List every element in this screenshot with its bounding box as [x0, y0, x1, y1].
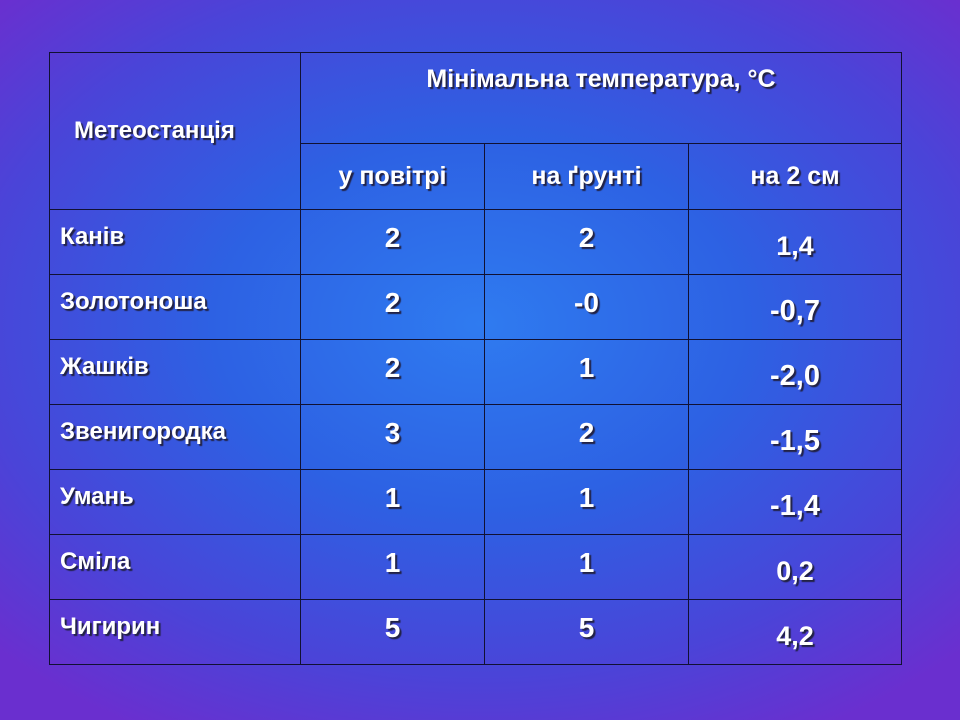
depth-2cm-temp-value: 1,4 — [688, 209, 902, 275]
ground-temp-value: 1 — [484, 534, 689, 600]
ground-temp-value: 2 — [484, 209, 689, 275]
table-row: Жашків 2 1 -2,0 — [49, 339, 902, 405]
station-name: Чигирин — [49, 599, 301, 665]
ground-temp-value: 1 — [484, 339, 689, 405]
ground-temp-value: 1 — [484, 469, 689, 535]
station-name: Звенигородка — [49, 404, 301, 470]
depth-2cm-temp-value: 0,2 — [688, 534, 902, 600]
ground-temp-value: 2 — [484, 404, 689, 470]
table-row: Сміла 1 1 0,2 — [49, 534, 902, 600]
ground-column-header: на ґрунті — [484, 143, 689, 210]
min-temperature-header: Мінімальна температура, °С — [300, 52, 902, 144]
station-name: Сміла — [49, 534, 301, 600]
table-row: Золотоноша 2 -0 -0,7 — [49, 274, 902, 340]
table-row: Звенигородка 3 2 -1,5 — [49, 404, 902, 470]
station-column-header: Метеостанція — [49, 52, 301, 210]
table-row: Канів 2 2 1,4 — [49, 209, 902, 275]
air-temp-value: 1 — [300, 534, 485, 600]
depth-2cm-column-header: на 2 см — [688, 143, 902, 210]
air-temp-value: 2 — [300, 209, 485, 275]
air-temp-value: 1 — [300, 469, 485, 535]
air-temp-value: 2 — [300, 339, 485, 405]
air-temp-value: 5 — [300, 599, 485, 665]
depth-2cm-temp-value: 4,2 — [688, 599, 902, 665]
air-column-header: у повітрі — [300, 143, 485, 210]
depth-2cm-temp-value: -1,5 — [688, 404, 902, 470]
station-name: Жашків — [49, 339, 301, 405]
depth-2cm-temp-value: -2,0 — [688, 339, 902, 405]
depth-2cm-temp-value: -0,7 — [688, 274, 902, 340]
ground-temp-value: -0 — [484, 274, 689, 340]
depth-2cm-temp-value: -1,4 — [688, 469, 902, 535]
ground-temp-value: 5 — [484, 599, 689, 665]
station-name: Умань — [49, 469, 301, 535]
table-subheader-row: у повітрі на ґрунті на 2 см — [50, 143, 902, 210]
air-temp-value: 3 — [300, 404, 485, 470]
temperature-table: Метеостанція Мінімальна температура, °С … — [49, 52, 902, 665]
station-name: Канів — [49, 209, 301, 275]
table-row: Умань 1 1 -1,4 — [49, 469, 902, 535]
air-temp-value: 2 — [300, 274, 485, 340]
station-name: Золотоноша — [49, 274, 301, 340]
table-header-row: Метеостанція Мінімальна температура, °С — [49, 52, 902, 210]
table-row: Чигирин 5 5 4,2 — [49, 599, 902, 665]
